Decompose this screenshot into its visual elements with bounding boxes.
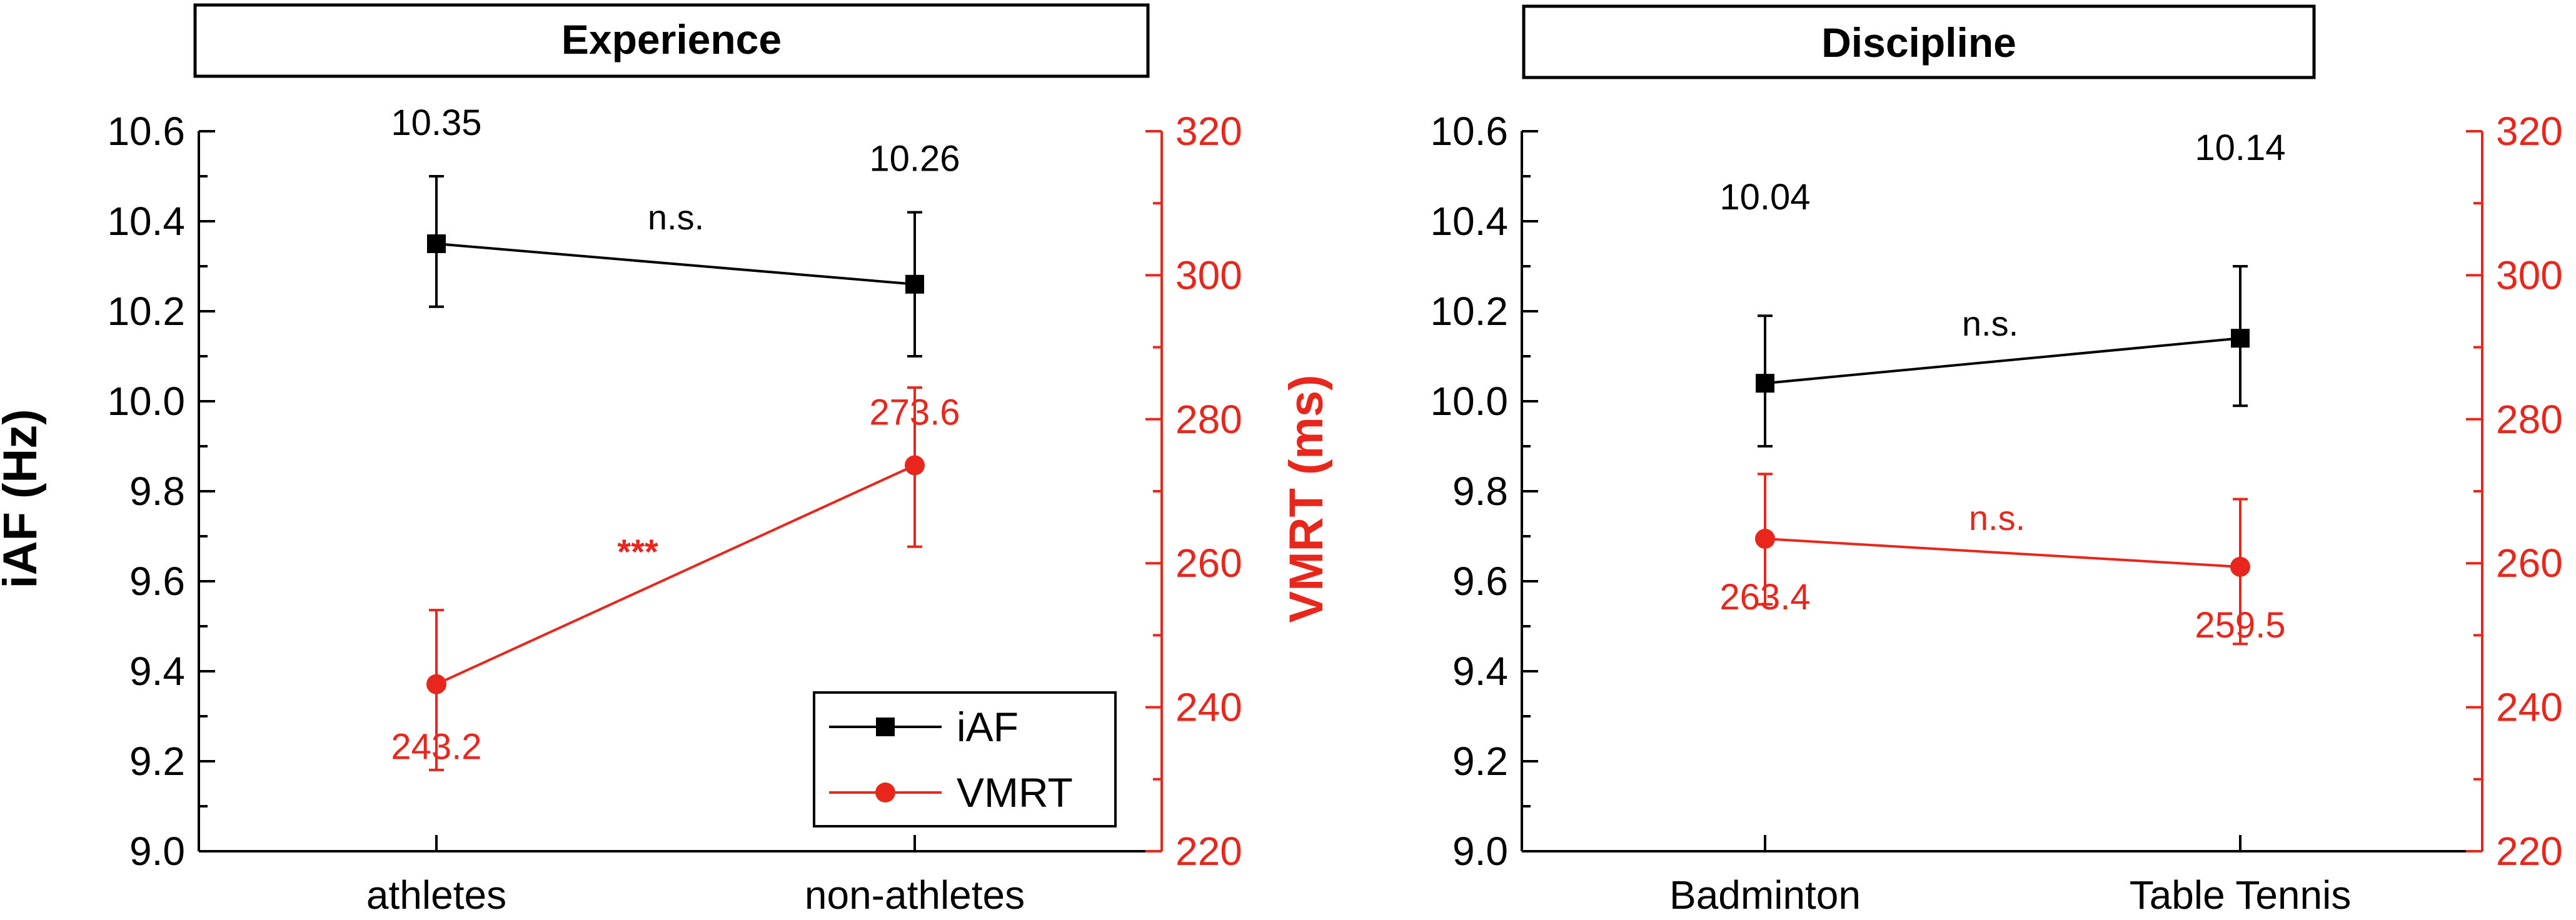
series-line-vmrt: [1764, 538, 2241, 568]
data-point-vmrt: [905, 455, 925, 476]
legend-entry-vmrt: VMRT: [829, 769, 1073, 816]
data-label-vmrt: 259.5: [2195, 605, 2285, 646]
series-line-vmrt: [436, 464, 915, 686]
y-left-tick-label: 10.4: [1430, 199, 1508, 244]
data-point-iaf: [2231, 329, 2250, 348]
data-label-iaf: 10.35: [391, 102, 481, 143]
y-left-tick-label: 10.2: [1430, 289, 1508, 334]
y-right-tick-label: 220: [2496, 829, 2563, 874]
y-left-tick-label: 9.8: [1452, 469, 1508, 514]
y-right-axis-label: VMRT (ms): [1280, 375, 1333, 623]
legend-label-iaf: iAF: [957, 704, 1019, 750]
y-right-tick-label: 320: [1175, 109, 1242, 154]
y-left-tick-label: 10.4: [107, 199, 185, 244]
y-right-tick-label: 300: [2496, 252, 2563, 298]
data-point-vmrt: [2230, 556, 2250, 577]
significance-annotation-vmrt: ***: [617, 532, 658, 571]
legend-marker-iaf: [876, 718, 895, 736]
data-label-iaf: 10.04: [1719, 177, 1810, 218]
data-label-iaf: 10.14: [2195, 128, 2285, 168]
significance-annotation-vmrt: n.s.: [1969, 498, 2025, 538]
series-line-iaf: [436, 242, 915, 286]
y-left-tick-label: 9.6: [1452, 559, 1508, 604]
data-point-iaf: [427, 234, 446, 253]
y-right-tick-label: 240: [1175, 685, 1242, 730]
y-left-axis-label: iAF (Hz): [0, 409, 47, 588]
y-left-tick-label: 9.4: [1452, 649, 1508, 694]
data-point-vmrt: [1755, 529, 1775, 549]
y-right-tick-label: 220: [1175, 829, 1242, 874]
y-right-tick-label: 280: [2496, 397, 2563, 442]
y-left-tick-label: 9.4: [129, 649, 185, 694]
data-label-vmrt: 243.2: [391, 727, 481, 768]
series-line-iaf: [1764, 337, 2241, 385]
y-left-tick-label: 9.0: [1452, 829, 1508, 874]
y-left-tick-label: 10.6: [1430, 109, 1508, 154]
data-point-iaf: [1756, 374, 1774, 393]
legend: iAF VMRT: [813, 691, 1117, 828]
y-left-tick-label: 9.0: [129, 829, 185, 874]
data-point-iaf: [905, 274, 924, 294]
y-left-tick-label: 9.2: [129, 739, 185, 784]
panel-experience: Experience 9.0 9.2 9.4 9.6 9.8 10.0 10.2 10.4 10…: [107, 3, 1242, 918]
legend-box: [813, 691, 1117, 828]
x-tick-label: athletes: [366, 872, 506, 918]
panel-discipline: Discipline 9.0 9.2 9.4 9.6 9.8 10.0 10.2 10.4 10…: [1430, 4, 2563, 918]
y-left-tick-label: 9.6: [129, 559, 185, 604]
y-right-tick-label: 240: [2496, 685, 2563, 730]
significance-annotation-iaf: n.s.: [1962, 304, 2018, 343]
y-left-tick-label: 10.0: [107, 379, 185, 424]
panel-title-experience: Experience: [561, 16, 782, 62]
legend-marker-vmrt: [875, 782, 895, 802]
y-right-tick-label: 260: [1175, 541, 1242, 586]
data-label-iaf: 10.26: [869, 139, 960, 179]
data-label-vmrt: 273.6: [869, 392, 960, 433]
panel-title-discipline: Discipline: [1821, 19, 2016, 66]
y-left-tick-label: 10.6: [107, 109, 185, 154]
legend-label-vmrt: VMRT: [957, 769, 1073, 816]
x-tick-label: non-athletes: [805, 872, 1025, 918]
y-right-tick-label: 320: [2496, 109, 2563, 154]
data-point-vmrt: [426, 674, 446, 694]
y-left-tick-label: 10.2: [107, 289, 185, 334]
legend-entry-iaf: iAF: [829, 704, 1019, 750]
x-tick-label: Table Tennis: [2130, 872, 2352, 918]
x-tick-label: Badminton: [1669, 872, 1861, 918]
y-right-tick-label: 260: [2496, 541, 2563, 586]
title-box-discipline: [1522, 4, 2316, 79]
y-left-tick-label: 9.2: [1452, 739, 1508, 784]
data-label-vmrt: 263.4: [1719, 577, 1810, 618]
title-box-experience: [193, 3, 1150, 78]
y-left-tick-label: 10.0: [1430, 379, 1508, 424]
significance-annotation-iaf: n.s.: [648, 198, 704, 237]
y-left-tick-label: 9.8: [129, 469, 185, 514]
y-right-tick-label: 300: [1175, 252, 1242, 298]
y-right-tick-label: 280: [1175, 397, 1242, 442]
